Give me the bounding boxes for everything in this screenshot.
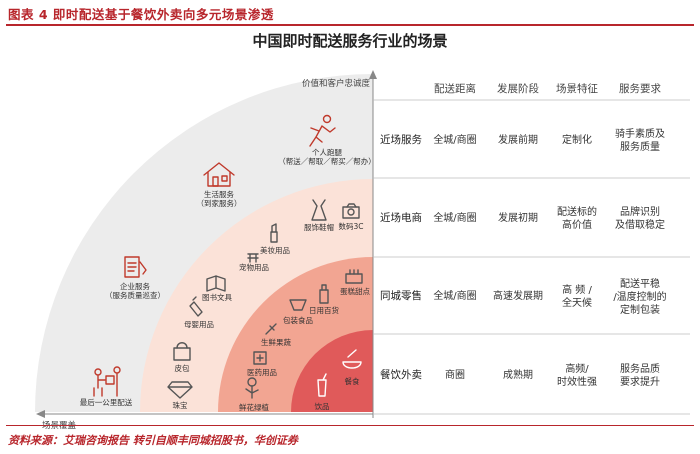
clipboard-icon bbox=[124, 256, 147, 278]
row-requirement: 服务品质要求提升 bbox=[620, 362, 660, 388]
item-sub-enterprise: （服务质量巡查） bbox=[105, 290, 165, 300]
row-scene: 近场电商 bbox=[380, 211, 422, 224]
dress-icon bbox=[311, 199, 327, 221]
runner-icon bbox=[309, 114, 336, 147]
item-label-errand: 个人跑腿 bbox=[312, 148, 342, 157]
header-stage: 发展阶段 bbox=[497, 82, 539, 95]
camera-icon bbox=[342, 203, 360, 219]
table-row: 近场服务 全城/商圈 发展前期 定制化 骑手素质及服务质量 bbox=[380, 127, 665, 153]
pet-icon bbox=[247, 253, 259, 263]
carrot-icon bbox=[265, 323, 277, 335]
main-title: 中国即时配送服务行业的场景 bbox=[252, 32, 448, 50]
row-requirement: 配送平稳/温度控制的定制包装 bbox=[613, 277, 666, 316]
cake-icon bbox=[345, 269, 363, 284]
medicine-icon bbox=[253, 351, 267, 365]
header-distance: 配送距离 bbox=[434, 82, 476, 95]
header-feature: 场景特征 bbox=[556, 82, 598, 95]
bottle-icon bbox=[189, 296, 203, 317]
bottle2-icon bbox=[319, 284, 329, 304]
row-feature: 高频/时效性强 bbox=[557, 362, 597, 388]
flower-icon bbox=[245, 377, 259, 399]
row-distance: 全城/商圈 bbox=[433, 211, 476, 224]
header-requirement: 服务要求 bbox=[619, 82, 661, 95]
house-icon bbox=[203, 162, 235, 187]
item-label-packaged: 包装食品 bbox=[283, 315, 313, 325]
row-requirement: 品牌识别及借取稳定 bbox=[615, 205, 665, 231]
item-label-bag: 皮包 bbox=[175, 363, 190, 373]
diamond-icon bbox=[167, 381, 193, 399]
table-header: 配送距离 发展阶段 场景特征 服务要求 bbox=[434, 82, 661, 95]
item-label-lastmile: 最后一公里配送 bbox=[80, 397, 133, 407]
item-label-clothes: 服饰鞋帽 bbox=[304, 222, 334, 232]
item-label-drinks: 饮品 bbox=[315, 401, 330, 411]
row-scene: 近场服务 bbox=[380, 133, 422, 146]
table-row: 餐饮外卖 商圈 成熟期 高频/时效性强 服务品质要求提升 bbox=[380, 362, 660, 388]
lipstick-icon bbox=[270, 223, 278, 243]
bowl-icon bbox=[342, 349, 362, 369]
source-note: 资料来源：艾瑞咨询报告 转引自顺丰同城招股书，华创证券 bbox=[8, 434, 298, 447]
row-requirement: 骑手素质及服务质量 bbox=[615, 127, 665, 153]
item-sub-errand: （帮送／帮取／帮买／帮办） bbox=[278, 156, 376, 166]
row-feature: 配送标的高价值 bbox=[557, 205, 597, 231]
book-icon bbox=[206, 275, 226, 292]
item-label-daily: 日用百货 bbox=[309, 305, 339, 315]
row-stage: 高速发展期 bbox=[493, 289, 543, 302]
item-label-medicine: 医药用品 bbox=[247, 367, 277, 377]
row-stage: 成熟期 bbox=[503, 368, 533, 381]
item-label-life: 生活服务 bbox=[204, 189, 234, 199]
row-stage: 发展初期 bbox=[498, 211, 538, 224]
item-label-fresh: 生鲜果蔬 bbox=[261, 337, 291, 347]
item-label-enterprise: 企业服务 bbox=[120, 281, 150, 291]
package-icon bbox=[289, 299, 307, 311]
row-stage: 发展前期 bbox=[498, 133, 538, 146]
item-label-jewelry: 珠宝 bbox=[173, 400, 188, 410]
table-row: 近场电商 全城/商圈 发展初期 配送标的高价值 品牌识别及借取稳定 bbox=[380, 205, 665, 231]
scene-item-labels: 个人跑腿 （帮送／帮取／帮买／帮办） 生活服务 （到家服务） 企业服务 （服务质… bbox=[80, 148, 376, 412]
row-distance: 全城/商圈 bbox=[433, 133, 476, 146]
item-sub-life: （到家服务） bbox=[197, 198, 242, 208]
item-label-baby: 母婴用品 bbox=[184, 320, 214, 329]
row-feature: 高 频 /全天候 bbox=[562, 283, 592, 309]
item-label-digital: 数码3C bbox=[338, 221, 363, 231]
row-distance: 全城/商圈 bbox=[433, 289, 476, 302]
row-scene: 同城零售 bbox=[380, 289, 422, 302]
item-label-books: 图书文具 bbox=[202, 292, 232, 302]
item-label-beauty: 美妆用品 bbox=[260, 245, 290, 255]
figure-title: 图表 4 即时配送基于餐饮外卖向多元场景渗透 bbox=[8, 7, 274, 22]
cup-icon bbox=[317, 373, 327, 397]
item-label-pet: 宠物用品 bbox=[239, 262, 269, 272]
table-row: 同城零售 全城/商圈 高速发展期 高 频 /全天候 配送平稳/温度控制的定制包装 bbox=[380, 277, 667, 316]
axes bbox=[36, 70, 377, 418]
courier-icon bbox=[93, 366, 121, 397]
bottom-rule bbox=[6, 425, 694, 426]
ring-food-delivery bbox=[291, 330, 373, 412]
row-distance: 商圈 bbox=[445, 368, 465, 381]
item-label-flowers: 鲜花绿植 bbox=[239, 402, 269, 412]
table-grid bbox=[373, 99, 690, 415]
scene-rings bbox=[35, 74, 373, 412]
item-label-food: 餐食 bbox=[345, 376, 360, 386]
top-rule bbox=[6, 24, 694, 26]
y-axis-label: 价值和客户忠诚度 bbox=[302, 78, 371, 89]
handbag-icon bbox=[173, 342, 191, 361]
item-label-cake: 蛋糕甜点 bbox=[340, 286, 370, 296]
row-scene: 餐饮外卖 bbox=[380, 368, 422, 381]
row-feature: 定制化 bbox=[562, 133, 592, 146]
